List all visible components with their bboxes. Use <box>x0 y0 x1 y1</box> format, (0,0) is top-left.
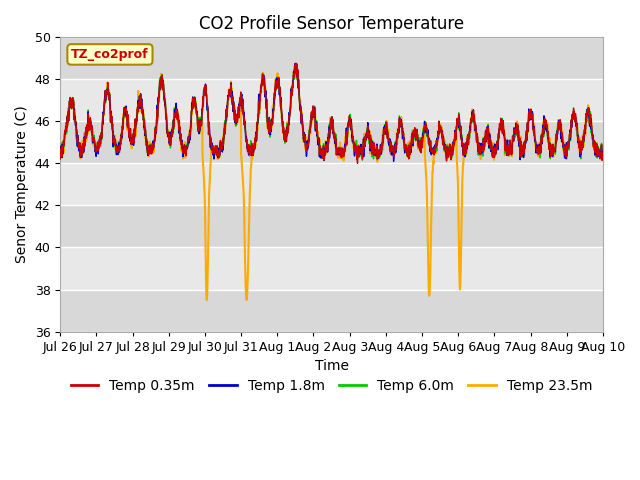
Temp 0.35m <box>354 160 362 166</box>
Line: Temp 6.0m: Temp 6.0m <box>60 63 603 160</box>
Temp 23.5m <box>584 110 591 116</box>
Temp 6.0m <box>358 157 366 163</box>
Temp 0.35m <box>292 60 300 66</box>
Temp 6.0m <box>599 147 607 153</box>
Temp 0.35m <box>321 152 328 158</box>
Temp 0.35m <box>584 109 591 115</box>
Temp 6.0m <box>56 152 64 158</box>
Temp 0.35m <box>599 151 607 156</box>
Temp 1.8m <box>584 106 591 112</box>
Temp 1.8m <box>306 126 314 132</box>
Legend: Temp 0.35m, Temp 1.8m, Temp 6.0m, Temp 23.5m: Temp 0.35m, Temp 1.8m, Temp 6.0m, Temp 2… <box>65 373 598 398</box>
Temp 1.8m <box>584 109 591 115</box>
Text: TZ_co2prof: TZ_co2prof <box>71 48 148 61</box>
Temp 23.5m <box>321 149 328 155</box>
Temp 1.8m <box>599 149 607 155</box>
Temp 6.0m <box>584 114 591 120</box>
Temp 1.8m <box>321 156 328 161</box>
Temp 23.5m <box>203 297 211 303</box>
Temp 0.35m <box>84 120 92 125</box>
Temp 1.8m <box>293 61 301 67</box>
Temp 6.0m <box>292 60 300 66</box>
Bar <box>60 37 603 79</box>
Temp 0.35m <box>584 112 591 118</box>
Temp 0.35m <box>306 125 314 131</box>
Temp 23.5m <box>484 122 492 128</box>
Temp 6.0m <box>84 117 92 122</box>
Line: Temp 0.35m: Temp 0.35m <box>60 63 603 163</box>
Bar <box>60 205 603 248</box>
Bar <box>60 289 603 332</box>
Temp 1.8m <box>84 117 92 123</box>
Temp 6.0m <box>584 109 591 115</box>
X-axis label: Time: Time <box>315 359 349 373</box>
Temp 23.5m <box>56 153 64 159</box>
Temp 1.8m <box>484 123 492 129</box>
Temp 23.5m <box>584 110 591 116</box>
Bar <box>60 121 603 163</box>
Temp 6.0m <box>306 125 314 131</box>
Temp 23.5m <box>292 62 300 68</box>
Temp 23.5m <box>307 131 314 136</box>
Temp 1.8m <box>390 158 397 164</box>
Line: Temp 1.8m: Temp 1.8m <box>60 64 603 161</box>
Bar <box>60 163 603 205</box>
Temp 6.0m <box>321 154 328 159</box>
Bar <box>60 79 603 121</box>
Temp 23.5m <box>599 147 607 153</box>
Bar <box>60 248 603 289</box>
Y-axis label: Senor Temperature (C): Senor Temperature (C) <box>15 106 29 264</box>
Temp 0.35m <box>56 156 64 162</box>
Temp 23.5m <box>84 121 92 127</box>
Temp 0.35m <box>484 124 492 130</box>
Line: Temp 23.5m: Temp 23.5m <box>60 65 603 300</box>
Title: CO2 Profile Sensor Temperature: CO2 Profile Sensor Temperature <box>199 15 464 33</box>
Temp 6.0m <box>484 121 492 127</box>
Temp 1.8m <box>56 154 64 159</box>
